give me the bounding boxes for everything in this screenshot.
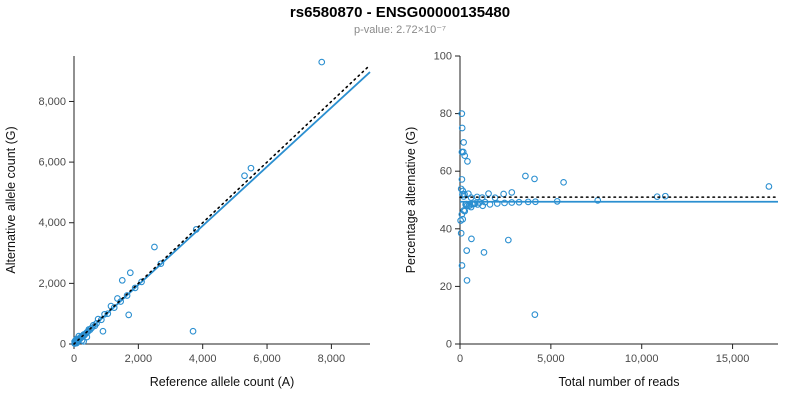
percentage-alternative-scatter-plot: 0 5,000 10,000 15,000 0 20 40 60 80 100 Total numb… (404, 51, 779, 389)
svg-text:80: 80 (440, 108, 452, 120)
left-scatter-panel: 0 2,000 4,000 6,000 8,000 0 2,000 4,000 6,000 8,0… (0, 42, 400, 398)
svg-text:6,000: 6,000 (253, 353, 281, 365)
svg-text:Reference allele count (A): Reference allele count (A) (150, 375, 295, 389)
svg-text:2,000: 2,000 (38, 278, 66, 290)
svg-text:10,000: 10,000 (625, 353, 659, 365)
chart-subtitle: p-value: 2.72×10⁻⁷ (353, 24, 447, 36)
svg-text:0: 0 (60, 339, 66, 351)
svg-text:2,000: 2,000 (125, 353, 153, 365)
chart-title: rs6580870 - ENSG00000135480 (289, 4, 511, 21)
allele-count-scatter-plot: 0 2,000 4,000 6,000 8,000 0 2,000 4,000 6,000 8,0… (4, 56, 371, 389)
svg-text:8,000: 8,000 (38, 96, 66, 108)
svg-text:4,000: 4,000 (38, 217, 66, 229)
svg-text:20: 20 (440, 281, 452, 293)
svg-text:100: 100 (434, 51, 452, 63)
svg-text:Total number of reads: Total number of reads (559, 375, 680, 389)
charts-row: 0 2,000 4,000 6,000 8,000 0 2,000 4,000 6,000 8,0… (0, 42, 800, 398)
svg-text:5,000: 5,000 (537, 353, 565, 365)
svg-text:40: 40 (440, 223, 452, 235)
chart-header: rs6580870 - ENSG00000135480 p-value: 2.7… (0, 4, 800, 36)
svg-text:8,000: 8,000 (318, 353, 346, 365)
svg-text:Percentage alternative (G): Percentage alternative (G) (404, 127, 418, 274)
svg-text:4,000: 4,000 (189, 353, 217, 365)
svg-text:0: 0 (457, 353, 463, 365)
svg-text:60: 60 (440, 166, 452, 178)
right-scatter-panel: 0 5,000 10,000 15,000 0 20 40 60 80 100 Total numb… (400, 42, 800, 398)
svg-text:15,000: 15,000 (716, 353, 750, 365)
svg-text:6,000: 6,000 (38, 157, 66, 169)
svg-text:Alternative allele count (G): Alternative allele count (G) (4, 126, 18, 273)
svg-text:0: 0 (71, 353, 77, 365)
svg-text:0: 0 (446, 339, 452, 351)
